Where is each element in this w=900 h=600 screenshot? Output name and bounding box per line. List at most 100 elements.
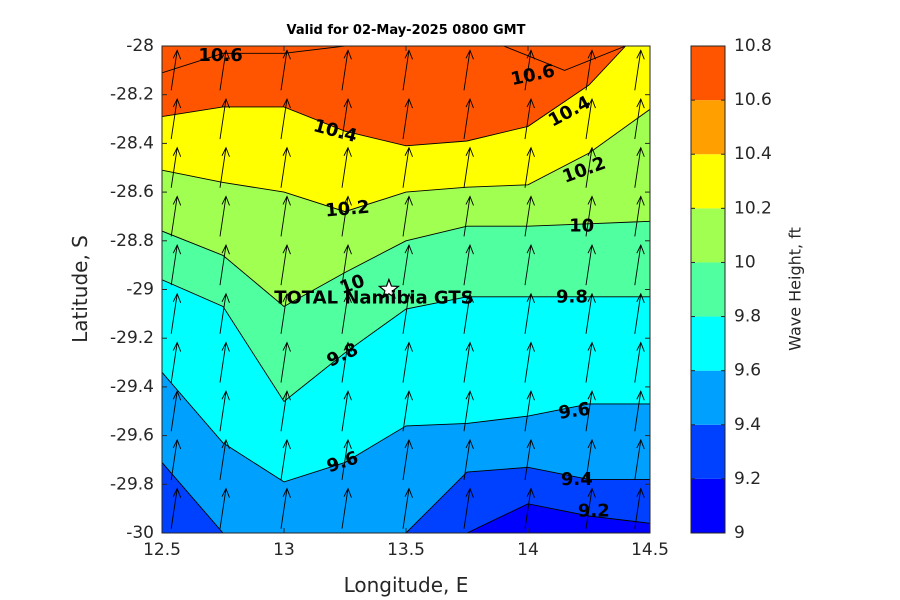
direction-arrow xyxy=(463,341,474,383)
arrow-head xyxy=(282,341,291,352)
y-axis-ticks: -28 -28.2 -28.4 -28.6 -28.8 -29 -29.2 -29.4 -29.… xyxy=(110,36,650,543)
arrow-shaft xyxy=(402,147,410,188)
direction-arrow xyxy=(634,195,645,237)
direction-arrow xyxy=(280,97,291,140)
direction-arrow xyxy=(524,49,535,91)
arrow-head xyxy=(172,195,182,206)
plot-area xyxy=(162,46,650,533)
arrow-head xyxy=(282,390,291,401)
arrow-shaft xyxy=(634,342,642,383)
arrow-shaft xyxy=(524,391,532,432)
arrow-shaft xyxy=(463,196,471,237)
direction-arrow xyxy=(634,341,645,383)
arrow-shaft xyxy=(585,342,593,383)
arrow-shaft xyxy=(463,245,471,286)
direction-arrow xyxy=(634,97,645,140)
arrow-shaft xyxy=(585,147,593,188)
arrow-shaft xyxy=(341,488,349,529)
arrow-shaft xyxy=(341,147,349,188)
wave-direction-arrows xyxy=(170,49,645,529)
arrow-head xyxy=(221,97,230,109)
arrow-shaft xyxy=(341,245,349,286)
arrow-shaft xyxy=(170,245,178,286)
arrow-head xyxy=(404,49,413,60)
direction-arrow xyxy=(219,390,230,432)
arrow-head xyxy=(636,438,645,450)
direction-arrow xyxy=(585,390,596,432)
arrow-shaft xyxy=(170,342,178,383)
arrow-head xyxy=(465,487,474,498)
arrow-head xyxy=(343,292,352,304)
arrow-head xyxy=(221,341,230,352)
arrow-head xyxy=(526,341,535,352)
arrow-shaft xyxy=(170,147,178,188)
colorbar-tick-label: 9.2 xyxy=(734,469,761,489)
colorbar-swatch xyxy=(691,262,725,317)
arrow-head xyxy=(636,487,645,498)
contour-band xyxy=(503,46,626,71)
x-tick-label: 14 xyxy=(517,540,539,560)
arrow-head xyxy=(172,438,182,450)
y-tick-label: -28.8 xyxy=(110,231,154,251)
direction-arrow xyxy=(402,487,413,529)
colorbar-swatch xyxy=(691,208,725,263)
arrow-head xyxy=(343,390,352,401)
colorbar-tick-label: 10.6 xyxy=(734,90,772,110)
arrow-shaft xyxy=(463,147,471,188)
contour-line xyxy=(405,466,650,533)
arrow-head xyxy=(587,49,596,60)
arrow-head xyxy=(343,146,352,157)
contour-line xyxy=(466,503,650,533)
contour-label: 9.4 xyxy=(561,469,593,490)
direction-arrow xyxy=(402,195,413,237)
direction-arrow xyxy=(341,341,352,383)
colorbar-tick-label: 10.8 xyxy=(734,36,772,56)
direction-arrow xyxy=(402,292,413,334)
arrow-head xyxy=(636,292,645,304)
direction-arrow xyxy=(524,195,535,237)
direction-arrow xyxy=(634,49,645,91)
arrow-head xyxy=(526,146,535,157)
x-tick-label: 13.5 xyxy=(387,540,425,560)
arrow-shaft xyxy=(634,245,642,286)
direction-arrow xyxy=(170,341,182,383)
arrow-head xyxy=(587,97,596,109)
direction-arrow xyxy=(341,195,352,237)
arrow-shaft xyxy=(634,439,642,481)
direction-arrow xyxy=(170,49,182,91)
arrow-head xyxy=(172,341,182,352)
direction-arrow xyxy=(219,292,230,334)
arrow-shaft xyxy=(280,342,288,383)
site-marker: TOTAL Namibia GTS xyxy=(274,277,474,309)
contour-label: 10 xyxy=(569,216,594,237)
x-tick-label: 12.5 xyxy=(143,540,181,560)
arrow-head xyxy=(282,487,291,498)
direction-arrow xyxy=(524,390,535,432)
arrow-shaft xyxy=(170,50,178,91)
arrow-head xyxy=(172,244,182,255)
arrow-head xyxy=(343,49,352,60)
arrow-head xyxy=(465,341,474,352)
direction-arrow xyxy=(402,438,413,481)
arrow-shaft xyxy=(463,98,471,140)
y-tick-label: -28.4 xyxy=(110,133,154,153)
arrow-head xyxy=(526,244,535,255)
contour-line xyxy=(162,108,650,213)
arrow-head xyxy=(465,146,474,157)
colorbar-tick-label: 9 xyxy=(734,523,745,543)
arrow-shaft xyxy=(524,196,532,237)
arrow-head xyxy=(221,195,230,206)
arrow-shaft xyxy=(280,98,288,140)
direction-arrow xyxy=(219,49,230,91)
y-tick-label: -29 xyxy=(126,280,154,300)
direction-arrow xyxy=(634,244,645,286)
y-tick-label: -28.2 xyxy=(110,85,154,105)
arrow-shaft xyxy=(280,391,288,432)
arrow-head xyxy=(465,438,474,450)
arrow-shaft xyxy=(463,293,471,334)
arrow-shaft xyxy=(585,293,593,334)
direction-arrow xyxy=(634,146,645,188)
arrow-shaft xyxy=(634,98,642,140)
direction-arrow xyxy=(463,292,474,334)
arrow-shaft xyxy=(524,147,532,188)
